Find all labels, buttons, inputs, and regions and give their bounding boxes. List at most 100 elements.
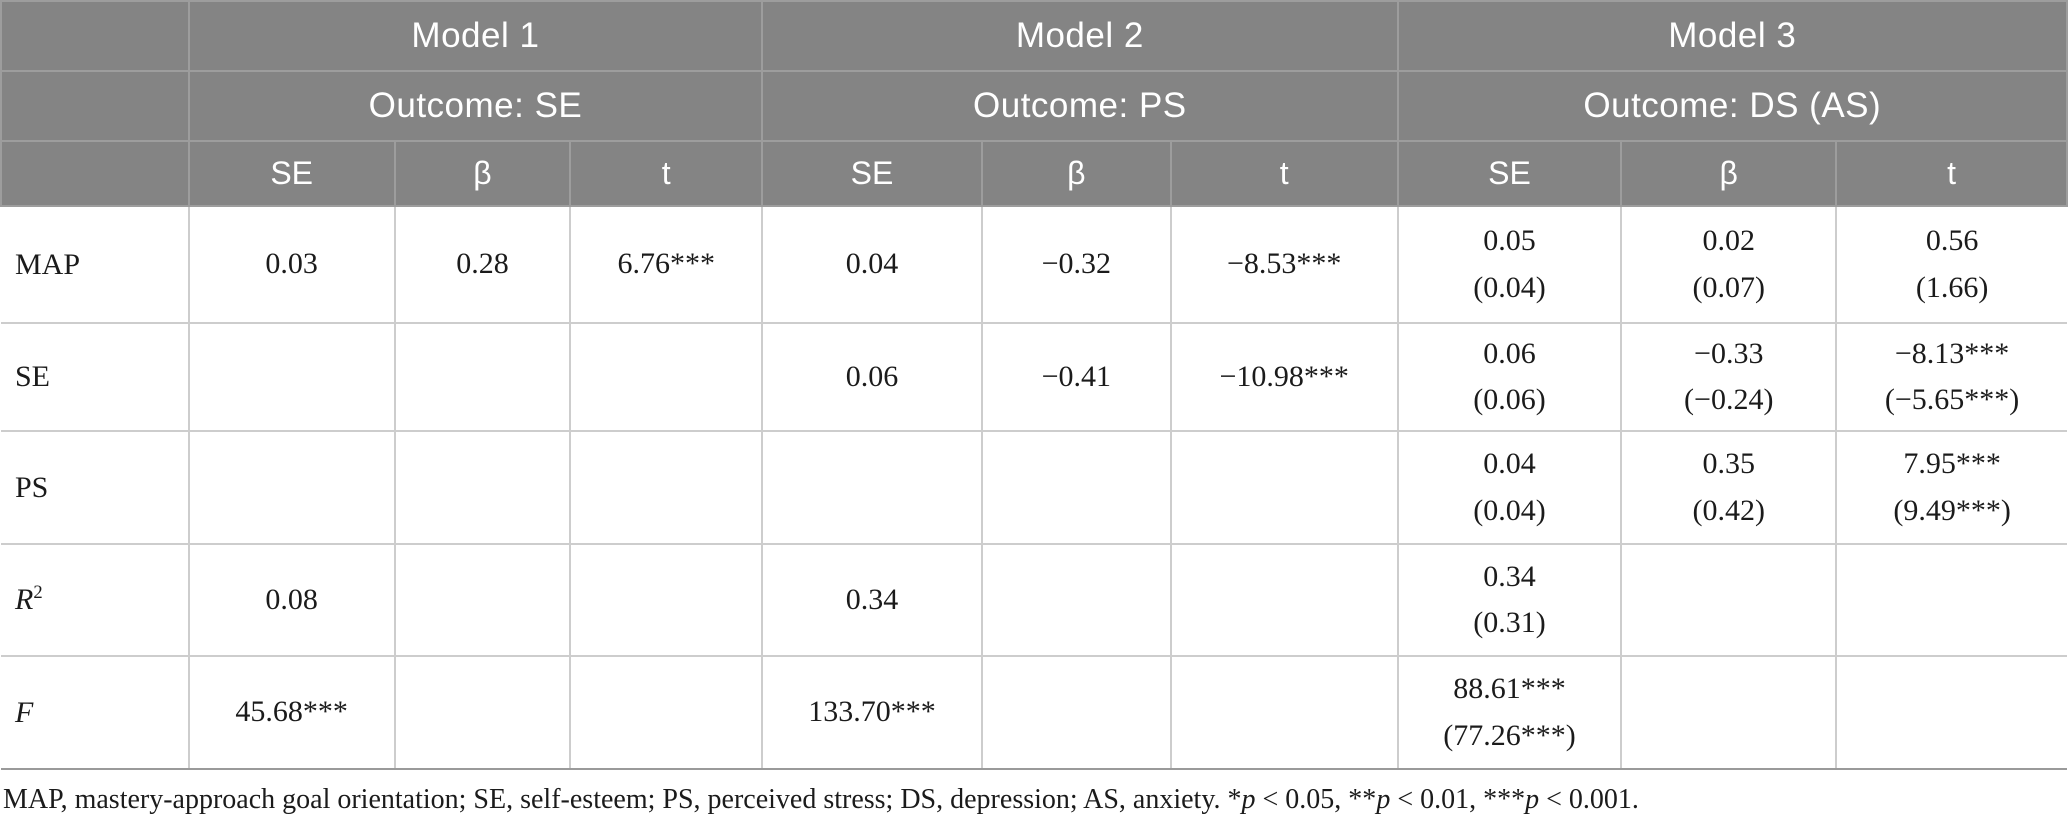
data-cell — [187, 430, 396, 545]
cell-value: −0.33 — [1694, 336, 1764, 370]
data-cell — [1620, 655, 1838, 770]
data-cell — [761, 430, 983, 545]
header-outcome-2: Outcome: PS — [761, 70, 1399, 142]
footnote-text: < 0.05, ** — [1255, 784, 1377, 815]
data-cell — [1169, 543, 1399, 657]
data-cell: 0.56 (1.66) — [1835, 205, 2067, 324]
table-row: PS 0.04 (0.04) 0.35 (0.42) 7.95*** (9.49***) — [1, 430, 2067, 545]
header-outcome-3: Outcome: DS (AS) — [1396, 70, 2068, 142]
footnote-text: MAP, mastery-approach goal orientation; … — [3, 784, 1242, 815]
cell-value: 0.04 — [845, 247, 899, 281]
header-corner-cell — [0, 70, 190, 142]
cell-value: 7.95*** — [1903, 447, 2001, 480]
data-cell — [1169, 430, 1399, 545]
data-cell: 0.34 — [761, 543, 983, 657]
cell-value: 0.04 — [1483, 447, 1536, 480]
data-cell: 0.04 (0.04) — [1396, 430, 1623, 545]
data-cell — [393, 322, 572, 432]
header-beta-m2: β — [980, 140, 1172, 207]
data-cell: 7.95*** (9.49***) — [1835, 430, 2067, 545]
data-cell: 88.61*** (77.26***) — [1396, 655, 1623, 770]
header-t-m1: t — [569, 140, 764, 207]
data-cell: 45.68*** — [187, 655, 396, 770]
cell-value: 88.61*** — [1453, 672, 1566, 705]
header-corner-cell — [0, 0, 190, 72]
table-header: Model 1 Model 2 Model 3 Outcome: SE Outc… — [0, 0, 2068, 207]
cell-value-paren: (0.07) — [1692, 270, 1765, 304]
model-header-row: Model 1 Model 2 Model 3 — [0, 0, 2068, 72]
data-cell: 0.34 (0.31) — [1396, 543, 1623, 657]
data-cell: 0.03 — [187, 205, 396, 324]
cell-value: 0.02 — [1702, 224, 1755, 257]
row-label: SE — [1, 322, 190, 432]
data-cell — [393, 655, 572, 770]
data-cell — [1835, 655, 2067, 770]
header-outcome-1: Outcome: SE — [187, 70, 764, 142]
data-cell: −0.32 — [980, 205, 1172, 324]
data-cell — [569, 655, 764, 770]
cell-value: 0.03 — [265, 247, 318, 281]
row-label: MAP — [1, 205, 190, 324]
data-cell: 0.04 — [761, 205, 983, 324]
row-label: PS — [1, 430, 190, 545]
outcome-header-row: Outcome: SE Outcome: PS Outcome: DS (AS) — [0, 70, 2068, 142]
data-cell: 6.76*** — [569, 205, 764, 324]
regression-results-table: Model 1 Model 2 Model 3 Outcome: SE Outc… — [0, 0, 2068, 770]
cell-value-paren: (−5.65***) — [1884, 383, 2020, 416]
cell-value: 6.76*** — [617, 247, 715, 281]
cell-value: 0.05 — [1483, 224, 1536, 257]
data-cell: 0.06 — [761, 322, 983, 432]
header-model-1: Model 1 — [187, 0, 764, 72]
data-cell — [1169, 655, 1399, 770]
table-row: SE 0.06 −0.41 −10.98*** 0.06 (0.06) −0.33 (−0.2… — [1, 322, 2067, 432]
table-footnote: MAP, mastery-approach goal orientation; … — [0, 770, 2068, 818]
footnote-text: < 0.01, *** — [1390, 784, 1526, 815]
header-beta-m1: β — [393, 140, 572, 207]
cell-value-paren: (77.26***) — [1443, 718, 1576, 752]
footnote-p-italic: p — [1525, 784, 1540, 815]
table-row: R2 0.08 0.34 0.34 (0.31) — [1, 543, 2067, 657]
table-row: F 45.68*** 133.70*** 88.61*** (77.26***) — [1, 655, 2067, 770]
cell-value: 0.06 — [845, 359, 899, 393]
header-beta-m3: β — [1620, 140, 1838, 207]
cell-value-paren: (0.31) — [1473, 606, 1546, 639]
data-cell — [1835, 543, 2067, 657]
cell-value-paren: (0.42) — [1692, 493, 1765, 527]
header-model-2: Model 2 — [761, 0, 1399, 72]
data-cell — [980, 430, 1172, 545]
footnote-text: < 0.001. — [1539, 784, 1639, 815]
data-cell: 0.35 (0.42) — [1620, 430, 1838, 545]
footnote-p-italic: p — [1241, 784, 1256, 815]
cell-value: 0.08 — [265, 582, 318, 616]
data-cell — [1620, 543, 1838, 657]
cell-value-paren: (0.06) — [1473, 383, 1546, 416]
data-cell — [569, 430, 764, 545]
cell-value: 0.34 — [845, 582, 899, 616]
header-corner-cell — [0, 140, 190, 207]
data-cell — [393, 543, 572, 657]
data-cell — [980, 655, 1172, 770]
header-se-m2: SE — [761, 140, 983, 207]
data-cell — [187, 322, 396, 432]
cell-value: 0.34 — [1483, 559, 1536, 593]
data-cell: −10.98*** — [1169, 322, 1399, 432]
data-cell: 0.28 — [393, 205, 572, 324]
data-cell — [980, 543, 1172, 657]
cell-value: −8.53*** — [1226, 247, 1342, 281]
data-cell: 133.70*** — [761, 655, 983, 770]
row-label: F — [1, 655, 190, 770]
cell-value: 0.28 — [456, 247, 509, 281]
cell-value: −8.13*** — [1894, 336, 2010, 370]
cell-value: 133.70*** — [808, 695, 936, 729]
header-t-m2: t — [1169, 140, 1399, 207]
header-se-m1: SE — [187, 140, 396, 207]
data-cell: −8.53*** — [1169, 205, 1399, 324]
cell-value-paren: (0.04) — [1473, 493, 1546, 527]
data-cell — [569, 543, 764, 657]
data-cell: 0.02 (0.07) — [1620, 205, 1838, 324]
cell-value: 0.06 — [1483, 336, 1536, 370]
cell-value-paren: (−0.24) — [1684, 383, 1774, 416]
cell-value: −10.98*** — [1219, 359, 1349, 393]
row-label: R2 — [1, 543, 190, 657]
footnote-p-italic: p — [1376, 784, 1391, 815]
